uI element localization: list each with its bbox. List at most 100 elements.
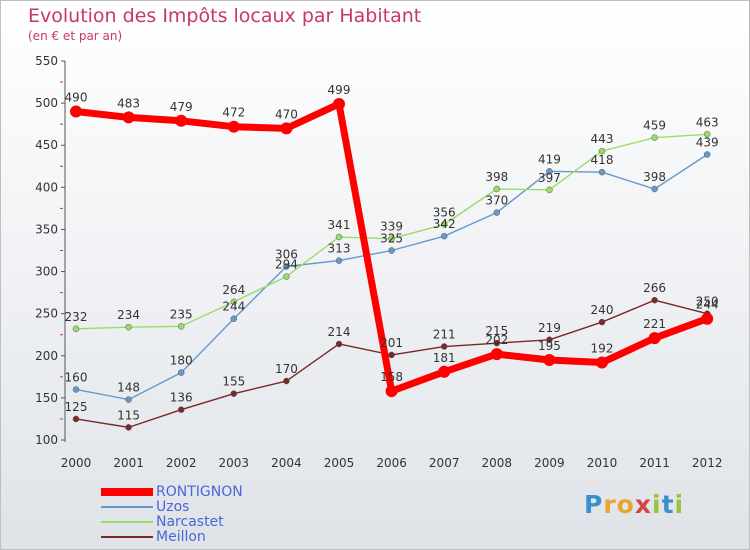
x-tick-label: 2012	[692, 456, 723, 470]
data-label: 339	[380, 220, 403, 234]
x-tick-label: 2009	[534, 456, 565, 470]
data-label: 472	[222, 106, 245, 120]
legend-swatch	[101, 488, 153, 496]
y-tick-label: 450	[35, 138, 58, 152]
data-label: 125	[65, 400, 88, 414]
data-label: 325	[380, 232, 403, 246]
data-label: 313	[328, 242, 351, 256]
data-point	[72, 415, 80, 423]
logo-letter: t	[661, 490, 675, 519]
data-point	[72, 325, 80, 333]
data-point	[703, 131, 711, 138]
y-tick-label: 300	[35, 265, 58, 279]
data-label: 463	[696, 115, 719, 129]
y-tick-label: 400	[35, 180, 58, 194]
data-label: 439	[696, 135, 719, 149]
data-point	[493, 185, 501, 193]
legend-swatch	[101, 521, 153, 523]
data-point	[546, 186, 553, 194]
legend-swatch	[101, 506, 153, 508]
data-label: 266	[643, 281, 666, 295]
y-tick-label: 200	[35, 349, 58, 363]
data-label: 181	[433, 351, 456, 365]
data-point	[490, 348, 503, 361]
data-point	[546, 336, 553, 344]
data-point	[335, 257, 343, 264]
data-label: 418	[591, 153, 614, 167]
data-point	[701, 312, 714, 325]
data-point	[388, 351, 395, 359]
data-label: 244	[696, 298, 719, 312]
data-label: 294	[275, 258, 298, 272]
x-tick-label: 2001	[113, 456, 144, 470]
data-label: 192	[591, 342, 614, 356]
x-tick-label: 2004	[271, 456, 302, 470]
data-point	[703, 151, 711, 158]
data-point	[125, 396, 132, 403]
x-tick-label: 2006	[376, 456, 407, 470]
x-tick-label: 2000	[61, 456, 92, 470]
data-point	[546, 168, 553, 175]
data-label: 370	[485, 194, 508, 208]
data-label: 306	[275, 248, 298, 262]
data-label: 483	[117, 96, 140, 110]
y-tick-label: 500	[35, 96, 58, 110]
data-point	[335, 340, 343, 348]
proxiti-logo: Proxiti	[584, 490, 684, 519]
data-label: 419	[538, 152, 561, 166]
data-point	[177, 369, 185, 376]
data-label: 250	[696, 295, 719, 309]
data-point	[333, 97, 345, 110]
data-point	[283, 273, 290, 280]
data-point	[283, 263, 290, 270]
data-label: 244	[222, 300, 245, 314]
data-label: 219	[538, 321, 561, 335]
data-label: 160	[65, 370, 88, 384]
legend-label: Meillon	[156, 529, 206, 545]
data-point	[440, 221, 448, 228]
data-point	[438, 365, 451, 378]
data-label: 201	[380, 336, 403, 350]
data-point	[335, 233, 343, 241]
data-point	[230, 390, 238, 397]
data-label: 459	[643, 119, 666, 133]
y-tick-label: 150	[35, 391, 58, 405]
data-point	[125, 323, 132, 331]
data-label: 235	[170, 307, 193, 321]
data-label: 443	[591, 132, 614, 146]
chart-subtitle: (en € et par an)	[28, 29, 123, 43]
data-label: 479	[170, 100, 193, 114]
data-point	[227, 120, 240, 133]
data-label: 240	[591, 303, 614, 317]
x-tick-label: 2008	[482, 456, 513, 470]
x-tick-label: 2010	[587, 456, 618, 470]
data-point	[280, 122, 293, 135]
data-label: 180	[170, 354, 193, 368]
data-point	[651, 296, 658, 304]
x-tick-label: 2005	[324, 456, 355, 470]
y-tick-label: 550	[35, 54, 58, 68]
data-point	[388, 235, 395, 242]
data-label: 499	[328, 83, 351, 97]
data-label: 215	[485, 324, 508, 338]
data-point	[543, 353, 556, 366]
data-label: 221	[643, 317, 666, 331]
data-label: 232	[65, 310, 88, 324]
logo-letter: r	[603, 490, 617, 519]
legend-swatch	[101, 536, 153, 538]
data-label: 155	[222, 375, 245, 389]
data-label: 490	[65, 91, 88, 105]
data-point	[230, 315, 238, 322]
data-label: 342	[433, 217, 456, 231]
logo-letter: i	[652, 490, 662, 519]
data-point	[177, 406, 185, 413]
data-label: 158	[380, 370, 403, 384]
data-point	[648, 332, 661, 345]
data-point	[385, 385, 398, 398]
data-point	[440, 343, 448, 350]
data-point	[440, 232, 448, 240]
logo-letter: o	[616, 490, 635, 519]
data-label: 397	[538, 171, 561, 185]
legend-label: RONTIGNON	[156, 484, 243, 500]
